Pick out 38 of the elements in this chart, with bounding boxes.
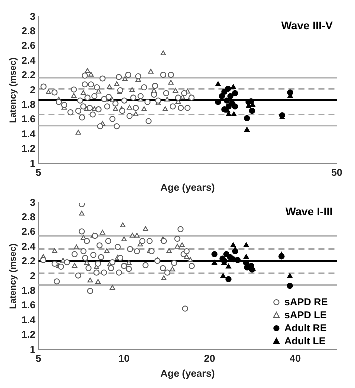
- y-tick-label: 2.6: [22, 227, 36, 238]
- x-tick-label: 20: [204, 354, 216, 365]
- y-axis-title: Latency (msec): [8, 244, 18, 310]
- x-tick-label: 10: [118, 354, 130, 365]
- x-axis-title: Age (years): [160, 368, 216, 380]
- y-tick-label: 2.4: [22, 242, 36, 253]
- x-tick-label: 5: [36, 168, 42, 179]
- x-tick-label: 50: [331, 168, 343, 179]
- y-tick-label: 1.8: [22, 286, 36, 297]
- chart-title: Wave III-V: [281, 20, 334, 33]
- y-tick-label: 2.8: [22, 212, 36, 224]
- y-tick-label: 2.2: [22, 256, 36, 268]
- y-tick-label: 1.2: [22, 144, 36, 156]
- legend-label: sAPD RE: [284, 297, 328, 308]
- x-tick-label: 5: [36, 354, 42, 365]
- y-tick-label: 1.6: [22, 114, 36, 126]
- y-tick-label: 2.2: [22, 70, 36, 82]
- y-tick-label: 1: [30, 158, 36, 170]
- legend-label: sAPD LE: [284, 310, 328, 322]
- y-tick-label: 1: [30, 344, 36, 356]
- y-tick-label: 1.2: [22, 330, 36, 342]
- y-tick-label: 1.8: [22, 100, 36, 111]
- x-axis-title: Age (years): [160, 182, 216, 194]
- y-tick-label: 3: [30, 198, 36, 209]
- y-tick-label: 1.4: [22, 129, 36, 140]
- legend-label: Adult RE: [284, 323, 328, 334]
- chart-title: Wave I-III: [286, 206, 333, 219]
- x-tick-label: 40: [290, 354, 302, 365]
- y-tick-label: 2.8: [22, 26, 36, 38]
- y-tick-label: 2: [30, 85, 36, 96]
- y-axis-title: Latency (msec): [8, 58, 18, 124]
- legend-label: Adult LE: [284, 336, 326, 348]
- y-tick-label: 1.6: [22, 300, 36, 312]
- y-tick-label: 1.4: [22, 315, 36, 326]
- y-tick-label: 2: [30, 271, 36, 282]
- y-tick-label: 3: [30, 12, 36, 23]
- y-tick-label: 2.6: [22, 41, 36, 52]
- y-tick-label: 2.4: [22, 56, 36, 67]
